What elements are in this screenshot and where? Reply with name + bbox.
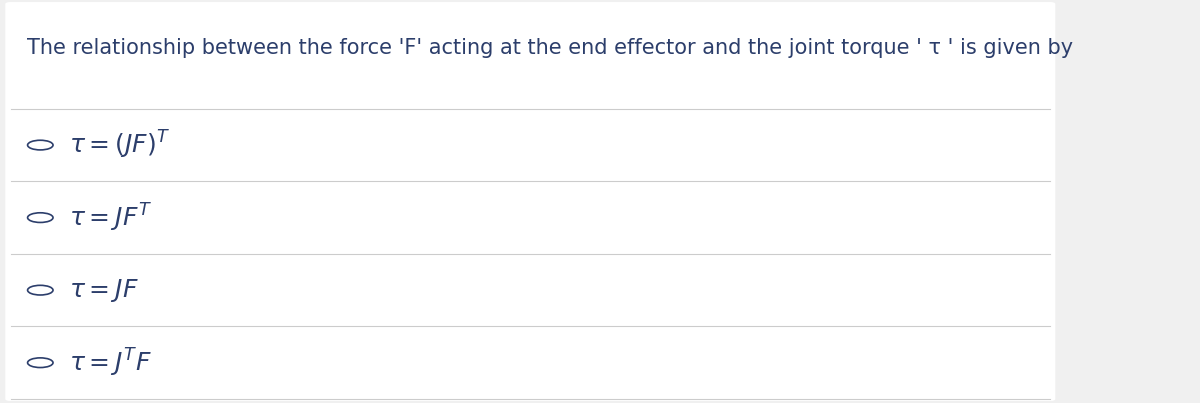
FancyBboxPatch shape (5, 2, 1055, 401)
Text: $\tau = J^TF$: $\tau = J^TF$ (68, 347, 152, 379)
Text: $\tau = JF$: $\tau = JF$ (68, 277, 139, 303)
Text: $\tau = JF^T$: $\tau = JF^T$ (68, 202, 152, 234)
Text: The relationship between the force 'F' acting at the end effector and the joint : The relationship between the force 'F' a… (26, 38, 1073, 58)
Text: $\tau = (JF)^T$: $\tau = (JF)^T$ (68, 129, 170, 161)
